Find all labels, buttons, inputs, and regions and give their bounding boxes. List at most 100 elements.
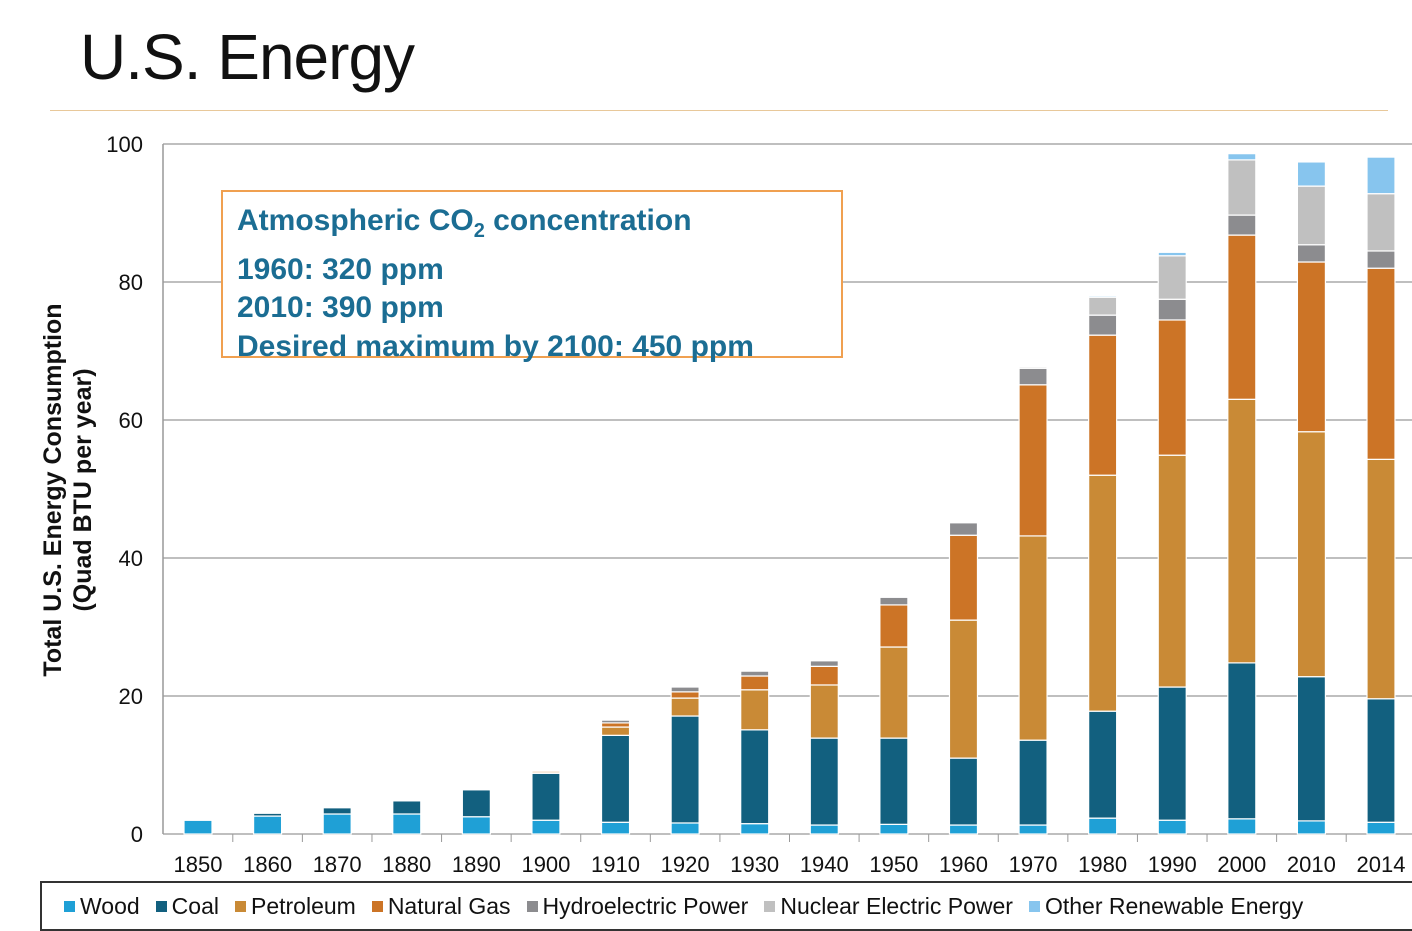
bar-segment-natural-gas	[879, 604, 909, 648]
legend-item: Hydroelectric Power	[526, 893, 748, 920]
bar-segment-hydroelectric-power	[1227, 214, 1257, 236]
bar-segment-hydroelectric-power	[1088, 314, 1118, 336]
legend-label: Coal	[171, 892, 219, 919]
bar-segment-other-renewable-energy	[1296, 161, 1327, 187]
x-tick-label: 1960	[939, 852, 988, 877]
annotation-line4: Desired maximum by 2100: 450 ppm	[237, 329, 754, 363]
bar-segment-coal	[1018, 739, 1048, 826]
bar-segment-other-renewable-energy	[1088, 295, 1118, 298]
x-tick-label: 2014	[1357, 852, 1406, 877]
bar-segment-natural-gas	[809, 665, 839, 686]
bar-segment-wood	[1366, 821, 1396, 835]
legend-item: Wood	[64, 893, 140, 920]
legend-swatch	[764, 900, 776, 912]
bar-segment-nuclear-electric-power	[1018, 366, 1048, 369]
y-axis-title-line1: Total U.S. Energy Consumption	[39, 303, 67, 677]
x-tick-label: 1890	[452, 852, 501, 877]
annotation-subscript: 2	[473, 220, 485, 242]
legend-swatch	[234, 900, 246, 912]
bar-segment-wood	[600, 821, 631, 835]
bar-segment-natural-gas	[1227, 234, 1257, 400]
annotation-concentration-label: concentration	[484, 204, 692, 237]
bar-segment-hydroelectric-power	[1018, 367, 1048, 386]
bar-segment-nuclear-electric-power	[1157, 255, 1187, 300]
bar-segment-hydroelectric-power	[948, 522, 979, 536]
x-tick-label: 1860	[243, 852, 292, 877]
x-tick-label: 1920	[661, 852, 710, 877]
bar-segment-coal	[1296, 676, 1327, 822]
legend-label: Petroleum	[250, 892, 356, 919]
bar-segment-hydroelectric-power	[1296, 244, 1327, 263]
bar-segment-petroleum	[1088, 474, 1118, 712]
bar-segment-natural-gas	[1296, 261, 1327, 433]
bar-segment-petroleum	[1366, 458, 1396, 700]
y-axis-title: Total U.S. Energy Consumption (Quad BTU …	[38, 303, 98, 676]
bar-segment-coal	[1088, 710, 1118, 819]
annotation-co2-label: Atmospheric CO	[237, 204, 474, 237]
bar-segment-coal	[948, 757, 979, 826]
bar-segment-natural-gas	[1018, 384, 1048, 537]
legend-swatch	[64, 900, 75, 912]
bar-segment-coal	[392, 800, 422, 815]
bar-segment-wood	[670, 822, 700, 835]
bar-segment-hydroelectric-power	[670, 686, 700, 693]
bar-segment-hydroelectric-power	[809, 660, 839, 667]
y-tick-label: 60	[119, 408, 143, 433]
bar-segment-wood	[461, 816, 491, 835]
bar-segment-natural-gas	[1088, 334, 1118, 476]
legend-item: Petroleum	[234, 892, 356, 920]
y-tick-label: 20	[119, 684, 143, 709]
bar-segment-natural-gas	[670, 691, 700, 699]
annotation-line3: 2010: 390 ppm	[237, 291, 444, 324]
legend-label: Nuclear Electric Power	[780, 892, 1013, 919]
bar-segment-wood	[183, 819, 213, 835]
bar-segment-wood	[392, 813, 422, 835]
bar-segment-nuclear-electric-power	[1296, 185, 1327, 246]
y-tick-label: 100	[106, 132, 143, 157]
legend-swatch	[526, 900, 538, 912]
legend-label: Natural Gas	[387, 892, 511, 919]
bar-segment-wood	[740, 823, 770, 835]
bar-segment-coal	[531, 772, 561, 821]
bar-segment-coal	[322, 807, 352, 815]
annotation-line2: 1960: 320 ppm	[237, 252, 444, 286]
bar-segment-petroleum	[879, 646, 909, 739]
page-title: U.S. Energy	[80, 21, 415, 93]
co2-annotation-box: Atmospheric CO2 concentration 1960: 320 …	[221, 190, 843, 363]
x-tick-label: 1990	[1148, 852, 1197, 877]
stacked-bar-chart: 0 20 40 60 80 100 1850 1860 1870 1880 1890 1900 1910…	[106, 132, 1412, 877]
bar-segment-coal	[600, 734, 631, 823]
x-tick-label: 1900	[521, 852, 570, 877]
bar-segment-coal	[461, 789, 491, 818]
bar-segment-natural-gas	[948, 534, 979, 621]
legend-item: Natural Gas	[371, 892, 511, 920]
bar-segment-petroleum	[740, 689, 770, 731]
x-tick-label: 1950	[869, 852, 918, 877]
bar-segment-wood	[1227, 818, 1257, 835]
bar-segment-coal	[670, 715, 700, 824]
bar-segment-coal	[879, 737, 909, 825]
bar-segment-nuclear-electric-power	[1088, 296, 1118, 316]
bar-segment-coal	[1227, 662, 1257, 820]
legend-label: Wood	[80, 892, 140, 919]
legend-item: Nuclear Electric Power	[764, 893, 1013, 920]
bar-segment-hydroelectric-power	[879, 596, 909, 606]
legend-label: Other Renewable Energy	[1044, 892, 1304, 919]
y-axis-title-line2: (Quad BTU per year)	[69, 368, 97, 612]
bar-segment-petroleum	[809, 684, 839, 739]
legend-item: Coal	[155, 892, 219, 920]
x-tick-label: 1850	[174, 852, 223, 877]
bar-segment-petroleum	[948, 619, 979, 759]
bar-segment-other-renewable-energy	[1227, 153, 1257, 161]
x-tick-label: 1980	[1078, 852, 1127, 877]
bar-segment-wood	[809, 824, 839, 835]
bar-segment-nuclear-electric-power	[1227, 159, 1257, 216]
bar-segment-petroleum	[1296, 431, 1327, 678]
x-tick-label: 2010	[1287, 852, 1336, 877]
bar-segment-petroleum	[1157, 454, 1187, 688]
bar-segment-coal	[740, 729, 770, 825]
bar-segment-wood	[879, 823, 909, 835]
bar-segment-petroleum	[1227, 398, 1257, 664]
y-tick-label: 80	[119, 270, 143, 295]
bar-segment-hydroelectric-power	[1366, 250, 1396, 269]
